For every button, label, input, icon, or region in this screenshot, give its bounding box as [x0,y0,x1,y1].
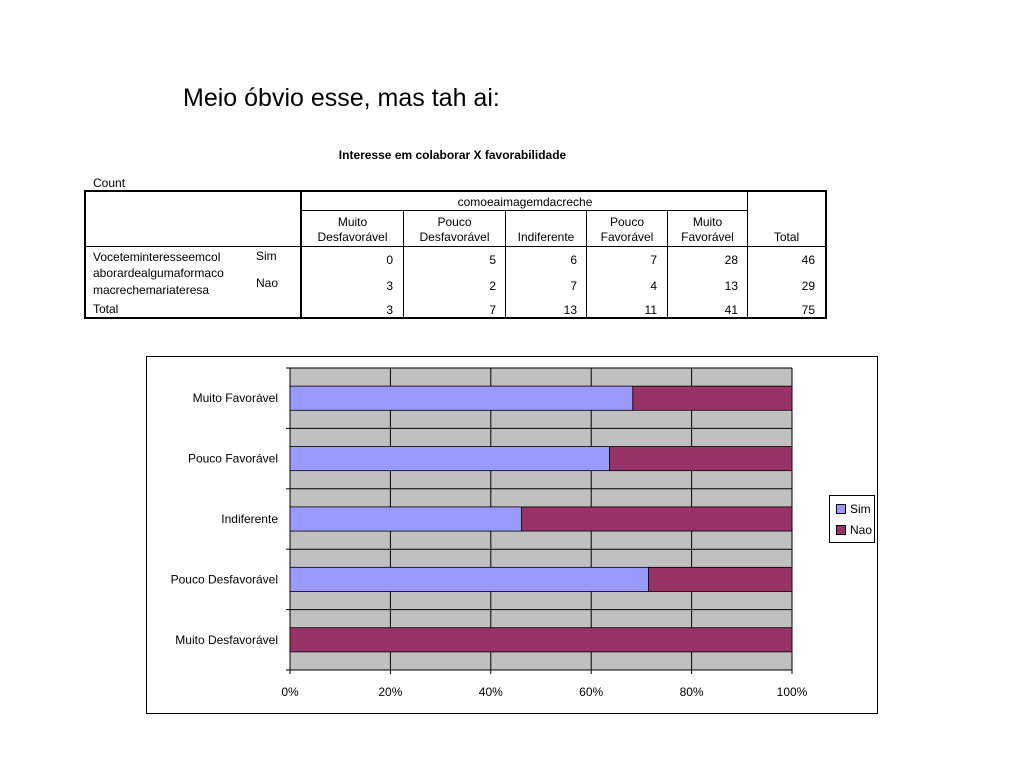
table-stub-divider [300,190,302,319]
bar-segment [289,385,634,411]
bar-segment [289,446,610,472]
row-var-line: macrechemariateresa [93,283,210,297]
bar-segment [289,627,793,653]
table-cell: 4 [650,279,657,293]
table-cell: 7 [570,279,577,293]
table-title: Interesse em colaborar X favorabilidade [338,148,567,162]
table-header-divider [84,246,827,247]
category-label: Indiferente [221,512,278,526]
legend-entry-sim: Sim [836,502,871,516]
bar-segment [632,385,793,411]
col-header-line: Desfavorável [419,230,490,244]
col-header-line: Favorável [681,230,734,244]
row-var-label: Voceteminteresseemcol aborardealgumaform… [93,249,224,299]
slide-title: Meio óbvio esse, mas tah ai: [183,84,500,112]
bar-segment [521,506,793,532]
row-label-nao: Nao [256,276,279,290]
x-tick-label: 60% [579,685,603,699]
col-header-line: Pouco [609,215,645,229]
table-cell: 6 [570,253,577,267]
col-header-line: Desfavorável [317,230,388,244]
x-tick-label: 20% [378,685,402,699]
row-label-sim: Sim [256,249,277,263]
table-cell: 13 [724,279,738,293]
legend-swatch [836,503,846,514]
legend-entry-nao: Nao [836,523,872,537]
table-cell: 7 [650,253,657,267]
chart-legend: Sim Nao [829,495,875,543]
bar-segment [289,566,649,592]
count-label: Count [93,176,126,190]
table-cell: 41 [724,303,738,317]
table-border-right [825,190,827,319]
table-cell: 0 [386,253,393,267]
col-header: Total [748,215,825,245]
table-cell: 13 [563,303,577,317]
legend-label: Sim [850,502,871,516]
col-header: Muito Favorável [668,215,747,245]
table-col-divider [667,210,668,319]
table-cell: 29 [801,279,815,293]
x-tick-label: 40% [479,685,503,699]
table-col-divider [586,210,587,319]
col-header: Muito Desfavorável [302,215,403,245]
bar-segment [609,446,793,472]
col-group-label: comoeaimagemdacreche [457,195,593,209]
x-tick-label: 80% [680,685,704,699]
legend-label: Nao [850,523,873,537]
bar-segment [648,566,793,592]
table-border-top [84,190,827,192]
table-cell: 3 [386,303,393,317]
category-label: Muito Desfavorável [175,633,278,647]
col-header: Indiferente [506,215,586,245]
col-header-line: Favorável [600,230,654,244]
row-label-total: Total [93,302,119,316]
table-cell: 28 [724,253,738,267]
table-cell: 46 [801,253,815,267]
col-header-line: Pouco [437,215,472,229]
col-header: Pouco Desfavorável [404,215,505,245]
category-label: Pouco Favorável [188,452,278,466]
col-header-line: Indiferente [517,230,575,244]
table-cell: 5 [489,253,496,267]
table-cell: 2 [489,279,496,293]
table-border-left [84,190,86,319]
bar-segment [289,506,523,532]
row-var-line: aborardealgumaformaco [93,266,224,280]
category-label: Muito Favorável [193,391,278,405]
table-group-divider [302,210,748,211]
col-header: Pouco Favorável [587,215,667,245]
table-border-bottom [84,317,827,319]
table-cell: 11 [644,303,657,317]
table-col-divider [403,210,404,319]
legend-swatch [836,524,846,535]
table-col-divider [505,210,506,319]
table-cell: 3 [386,279,393,293]
table-cell: 75 [801,303,815,317]
col-header-line: Total [773,230,800,244]
x-tick-label: 0% [281,685,299,699]
table-cell: 7 [489,303,496,317]
col-header-line: Muito [337,215,368,229]
table-col-divider [747,190,748,319]
x-tick-label: 100% [777,685,808,699]
col-header-line: Muito [692,215,723,229]
category-label: Pouco Desfavorável [171,572,278,586]
row-var-line: Voceteminteresseemcol [93,250,221,264]
